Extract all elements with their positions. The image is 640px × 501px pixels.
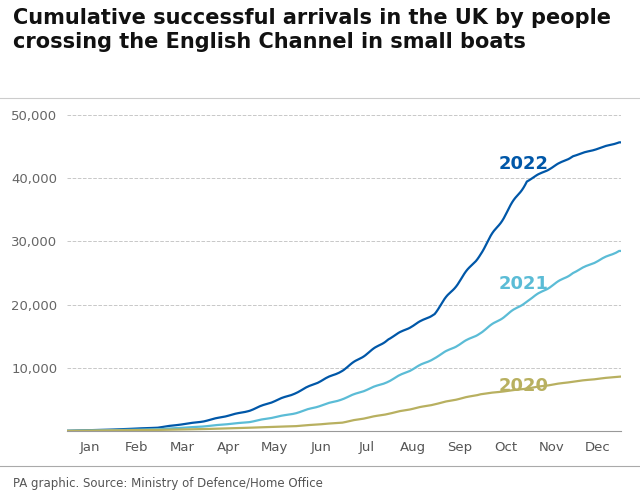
Text: 2022: 2022 bbox=[499, 155, 548, 173]
Text: Cumulative successful arrivals in the UK by people
crossing the English Channel : Cumulative successful arrivals in the UK… bbox=[13, 8, 611, 52]
Text: PA graphic. Source: Ministry of Defence/Home Office: PA graphic. Source: Ministry of Defence/… bbox=[13, 477, 323, 490]
Text: 2021: 2021 bbox=[499, 275, 548, 293]
Text: 2020: 2020 bbox=[499, 377, 548, 395]
